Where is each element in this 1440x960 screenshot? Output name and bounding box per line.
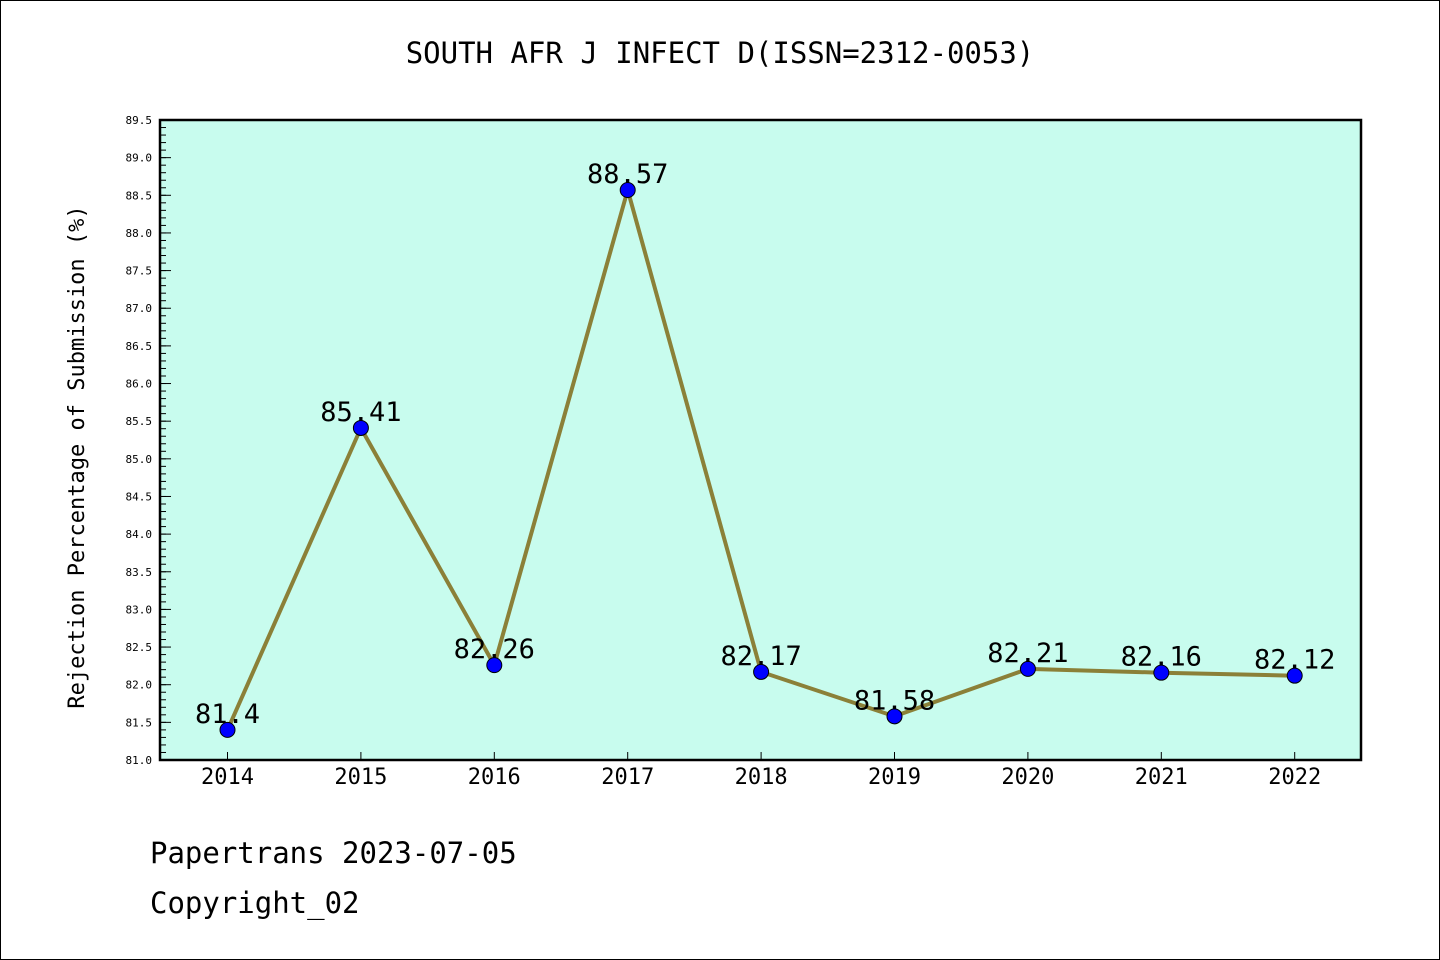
y-tick-label: 88.5 — [126, 189, 153, 202]
data-label: 82.26 — [454, 634, 535, 665]
data-label: 85.41 — [320, 397, 401, 428]
x-tick-label: 2019 — [868, 765, 921, 790]
y-tick-label: 87.5 — [126, 265, 153, 278]
y-tick-label: 83.5 — [126, 566, 153, 579]
y-axis-ticks: 81.0 81.5 82.0 82.5 83.0 83.5 84.0 84.5 85.0 85.5… — [126, 114, 171, 767]
data-labels: 81.4 85.41 82.26 88.57 82.17 81.58 82.21 82.16 8… — [195, 159, 1335, 730]
y-tick-label: 89.5 — [126, 114, 153, 127]
data-point — [1019, 660, 1036, 677]
data-point — [619, 182, 636, 199]
chart-title: SOUTH AFR J INFECT D(ISSN=2312-0053) — [405, 36, 1035, 70]
footer-source: Papertrans 2023-07-05 — [150, 836, 517, 870]
y-axis-title: Rejection Percentage of Submission (%) — [65, 205, 90, 708]
data-point — [1153, 664, 1170, 681]
data-label: 82.21 — [987, 638, 1068, 669]
x-tick-label: 2020 — [1001, 765, 1054, 790]
data-label: 82.16 — [1121, 642, 1202, 673]
x-tick-label: 2016 — [468, 765, 521, 790]
x-tick-label: 2021 — [1135, 765, 1188, 790]
x-tick-label: 2017 — [601, 765, 654, 790]
y-tick-label: 84.0 — [126, 528, 153, 541]
data-label: 81.58 — [854, 685, 935, 716]
plot-area — [160, 120, 1361, 760]
data-point — [1286, 667, 1303, 684]
footer-copyright: Copyright_02 — [150, 886, 360, 920]
data-label: 82.17 — [720, 641, 801, 672]
x-tick-label: 2014 — [201, 765, 254, 790]
x-tick-label: 2015 — [334, 765, 387, 790]
y-tick-label: 87.0 — [126, 302, 153, 315]
y-tick-label: 85.0 — [126, 453, 153, 466]
data-point — [219, 721, 236, 738]
data-markers — [219, 182, 1303, 738]
y-tick-label: 86.0 — [126, 378, 153, 391]
y-tick-label: 85.5 — [126, 415, 153, 428]
data-point — [886, 708, 903, 725]
x-tick-label: 2022 — [1268, 765, 1321, 790]
y-tick-label: 81.0 — [126, 754, 153, 767]
y-tick-label: 84.5 — [126, 490, 153, 503]
y-tick-label: 86.5 — [126, 340, 153, 353]
y-tick-label: 81.5 — [126, 716, 153, 729]
data-point — [486, 657, 503, 674]
data-label: 88.57 — [587, 159, 668, 190]
y-tick-label: 82.5 — [126, 641, 153, 654]
data-label: 82.12 — [1254, 645, 1335, 676]
data-point — [352, 419, 369, 436]
y-tick-label: 88.0 — [126, 227, 153, 240]
x-tick-label: 2018 — [735, 765, 788, 790]
y-tick-label: 83.0 — [126, 603, 153, 616]
y-tick-label: 89.0 — [126, 152, 153, 165]
plot-border — [158, 118, 1363, 762]
data-label: 81.4 — [195, 699, 260, 730]
x-axis-ticks: 2014 2015 2016 2017 2018 2019 2020 2021 2022 — [201, 752, 1321, 790]
y-tick-label: 82.0 — [126, 679, 153, 692]
data-point — [753, 663, 770, 680]
